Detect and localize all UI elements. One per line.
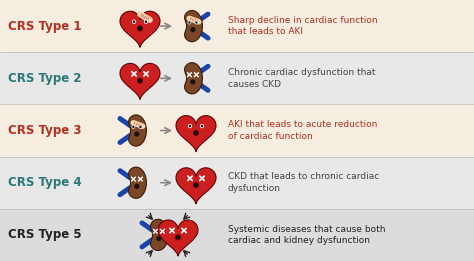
Polygon shape: [184, 10, 202, 42]
Circle shape: [157, 237, 160, 240]
Circle shape: [195, 21, 198, 24]
FancyBboxPatch shape: [0, 157, 474, 209]
Polygon shape: [158, 220, 198, 256]
Circle shape: [176, 236, 180, 239]
Circle shape: [140, 126, 141, 127]
Polygon shape: [151, 219, 168, 251]
Circle shape: [194, 131, 198, 134]
Circle shape: [133, 21, 135, 22]
Text: Systemic diseases that cause both
cardiac and kidney dysfunction: Systemic diseases that cause both cardia…: [228, 224, 385, 245]
Polygon shape: [128, 115, 146, 146]
Circle shape: [145, 20, 147, 23]
Polygon shape: [128, 167, 146, 198]
Polygon shape: [120, 11, 160, 47]
Circle shape: [196, 22, 197, 23]
Circle shape: [191, 28, 195, 32]
Polygon shape: [120, 63, 160, 99]
Polygon shape: [176, 116, 216, 152]
Circle shape: [194, 183, 198, 187]
Circle shape: [189, 125, 191, 128]
Circle shape: [191, 80, 195, 84]
Circle shape: [135, 184, 139, 188]
Polygon shape: [184, 63, 202, 94]
FancyBboxPatch shape: [0, 52, 474, 104]
Text: CRS Type 5: CRS Type 5: [8, 228, 82, 241]
Text: Chronic cardiac dysfunction that
causes CKD: Chronic cardiac dysfunction that causes …: [228, 68, 375, 89]
Circle shape: [136, 185, 138, 188]
Polygon shape: [176, 168, 216, 204]
Circle shape: [201, 126, 203, 127]
Circle shape: [137, 78, 142, 83]
Text: CRS Type 1: CRS Type 1: [8, 20, 82, 33]
Text: Sharp decline in cardiac function
that leads to AKI: Sharp decline in cardiac function that l…: [228, 16, 378, 37]
Circle shape: [132, 126, 135, 128]
FancyBboxPatch shape: [0, 209, 474, 261]
Circle shape: [138, 27, 142, 30]
Circle shape: [193, 130, 199, 135]
Circle shape: [193, 183, 199, 187]
Circle shape: [188, 21, 191, 24]
Circle shape: [189, 126, 191, 127]
Circle shape: [133, 126, 134, 127]
Circle shape: [201, 125, 203, 128]
FancyBboxPatch shape: [0, 0, 474, 52]
Circle shape: [135, 132, 139, 136]
FancyBboxPatch shape: [0, 104, 474, 157]
Circle shape: [137, 26, 142, 31]
Circle shape: [138, 79, 142, 82]
Circle shape: [191, 28, 194, 31]
Text: CKD that leads to chronic cardiac
dysfunction: CKD that leads to chronic cardiac dysfun…: [228, 172, 379, 193]
Circle shape: [136, 133, 138, 135]
Circle shape: [133, 20, 136, 23]
Circle shape: [189, 22, 190, 23]
Circle shape: [191, 81, 194, 83]
Text: AKI that leads to acute reduction
of cardiac function: AKI that leads to acute reduction of car…: [228, 120, 377, 141]
Text: CRS Type 4: CRS Type 4: [8, 176, 82, 189]
Text: CRS Type 2: CRS Type 2: [8, 72, 82, 85]
Circle shape: [139, 126, 142, 128]
Circle shape: [175, 235, 181, 240]
Text: CRS Type 3: CRS Type 3: [8, 124, 82, 137]
Circle shape: [157, 236, 161, 240]
